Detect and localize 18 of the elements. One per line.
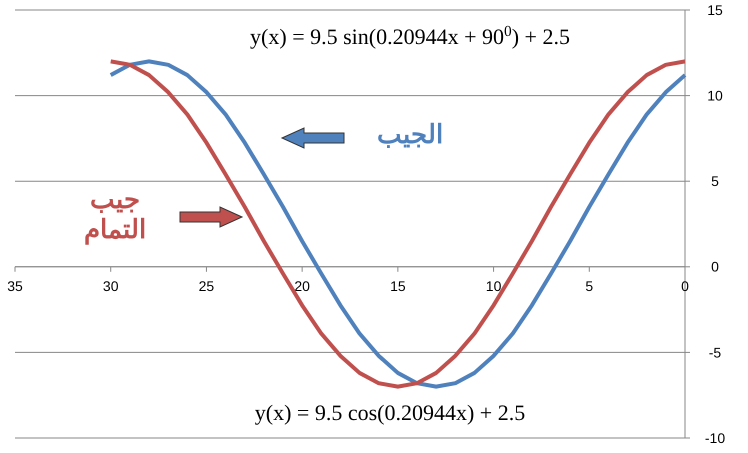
x-tick-label: 15 bbox=[390, 278, 406, 294]
annotation: y(x) = 9.5 sin(0.20944x + 90$^{0}$) + 2.5 bbox=[250, 22, 570, 49]
y-tick-label: 5 bbox=[711, 173, 720, 190]
x-tick-label: 0 bbox=[681, 278, 690, 294]
y-tick-label: -10 bbox=[704, 430, 726, 446]
x-tick-label: 20 bbox=[294, 278, 310, 294]
annotation: y(x) = 9.5 cos(0.20944x) + 2.5 bbox=[254, 400, 526, 425]
y-tick-label: -5 bbox=[708, 344, 722, 360]
x-tick-label: 5 bbox=[585, 278, 594, 294]
y-tick-label: 15 bbox=[707, 2, 723, 18]
x-tick-label: 30 bbox=[102, 278, 119, 294]
legend-label: الجيب bbox=[377, 119, 443, 149]
y-tick-label: 0 bbox=[711, 258, 720, 275]
y-tick-label: 10 bbox=[707, 88, 723, 104]
x-tick-label: 10 bbox=[486, 278, 502, 294]
text: جيب التمام bbox=[84, 184, 146, 245]
x-tick-label: 25 bbox=[198, 278, 214, 294]
x-tick-label: 35 bbox=[7, 278, 23, 294]
